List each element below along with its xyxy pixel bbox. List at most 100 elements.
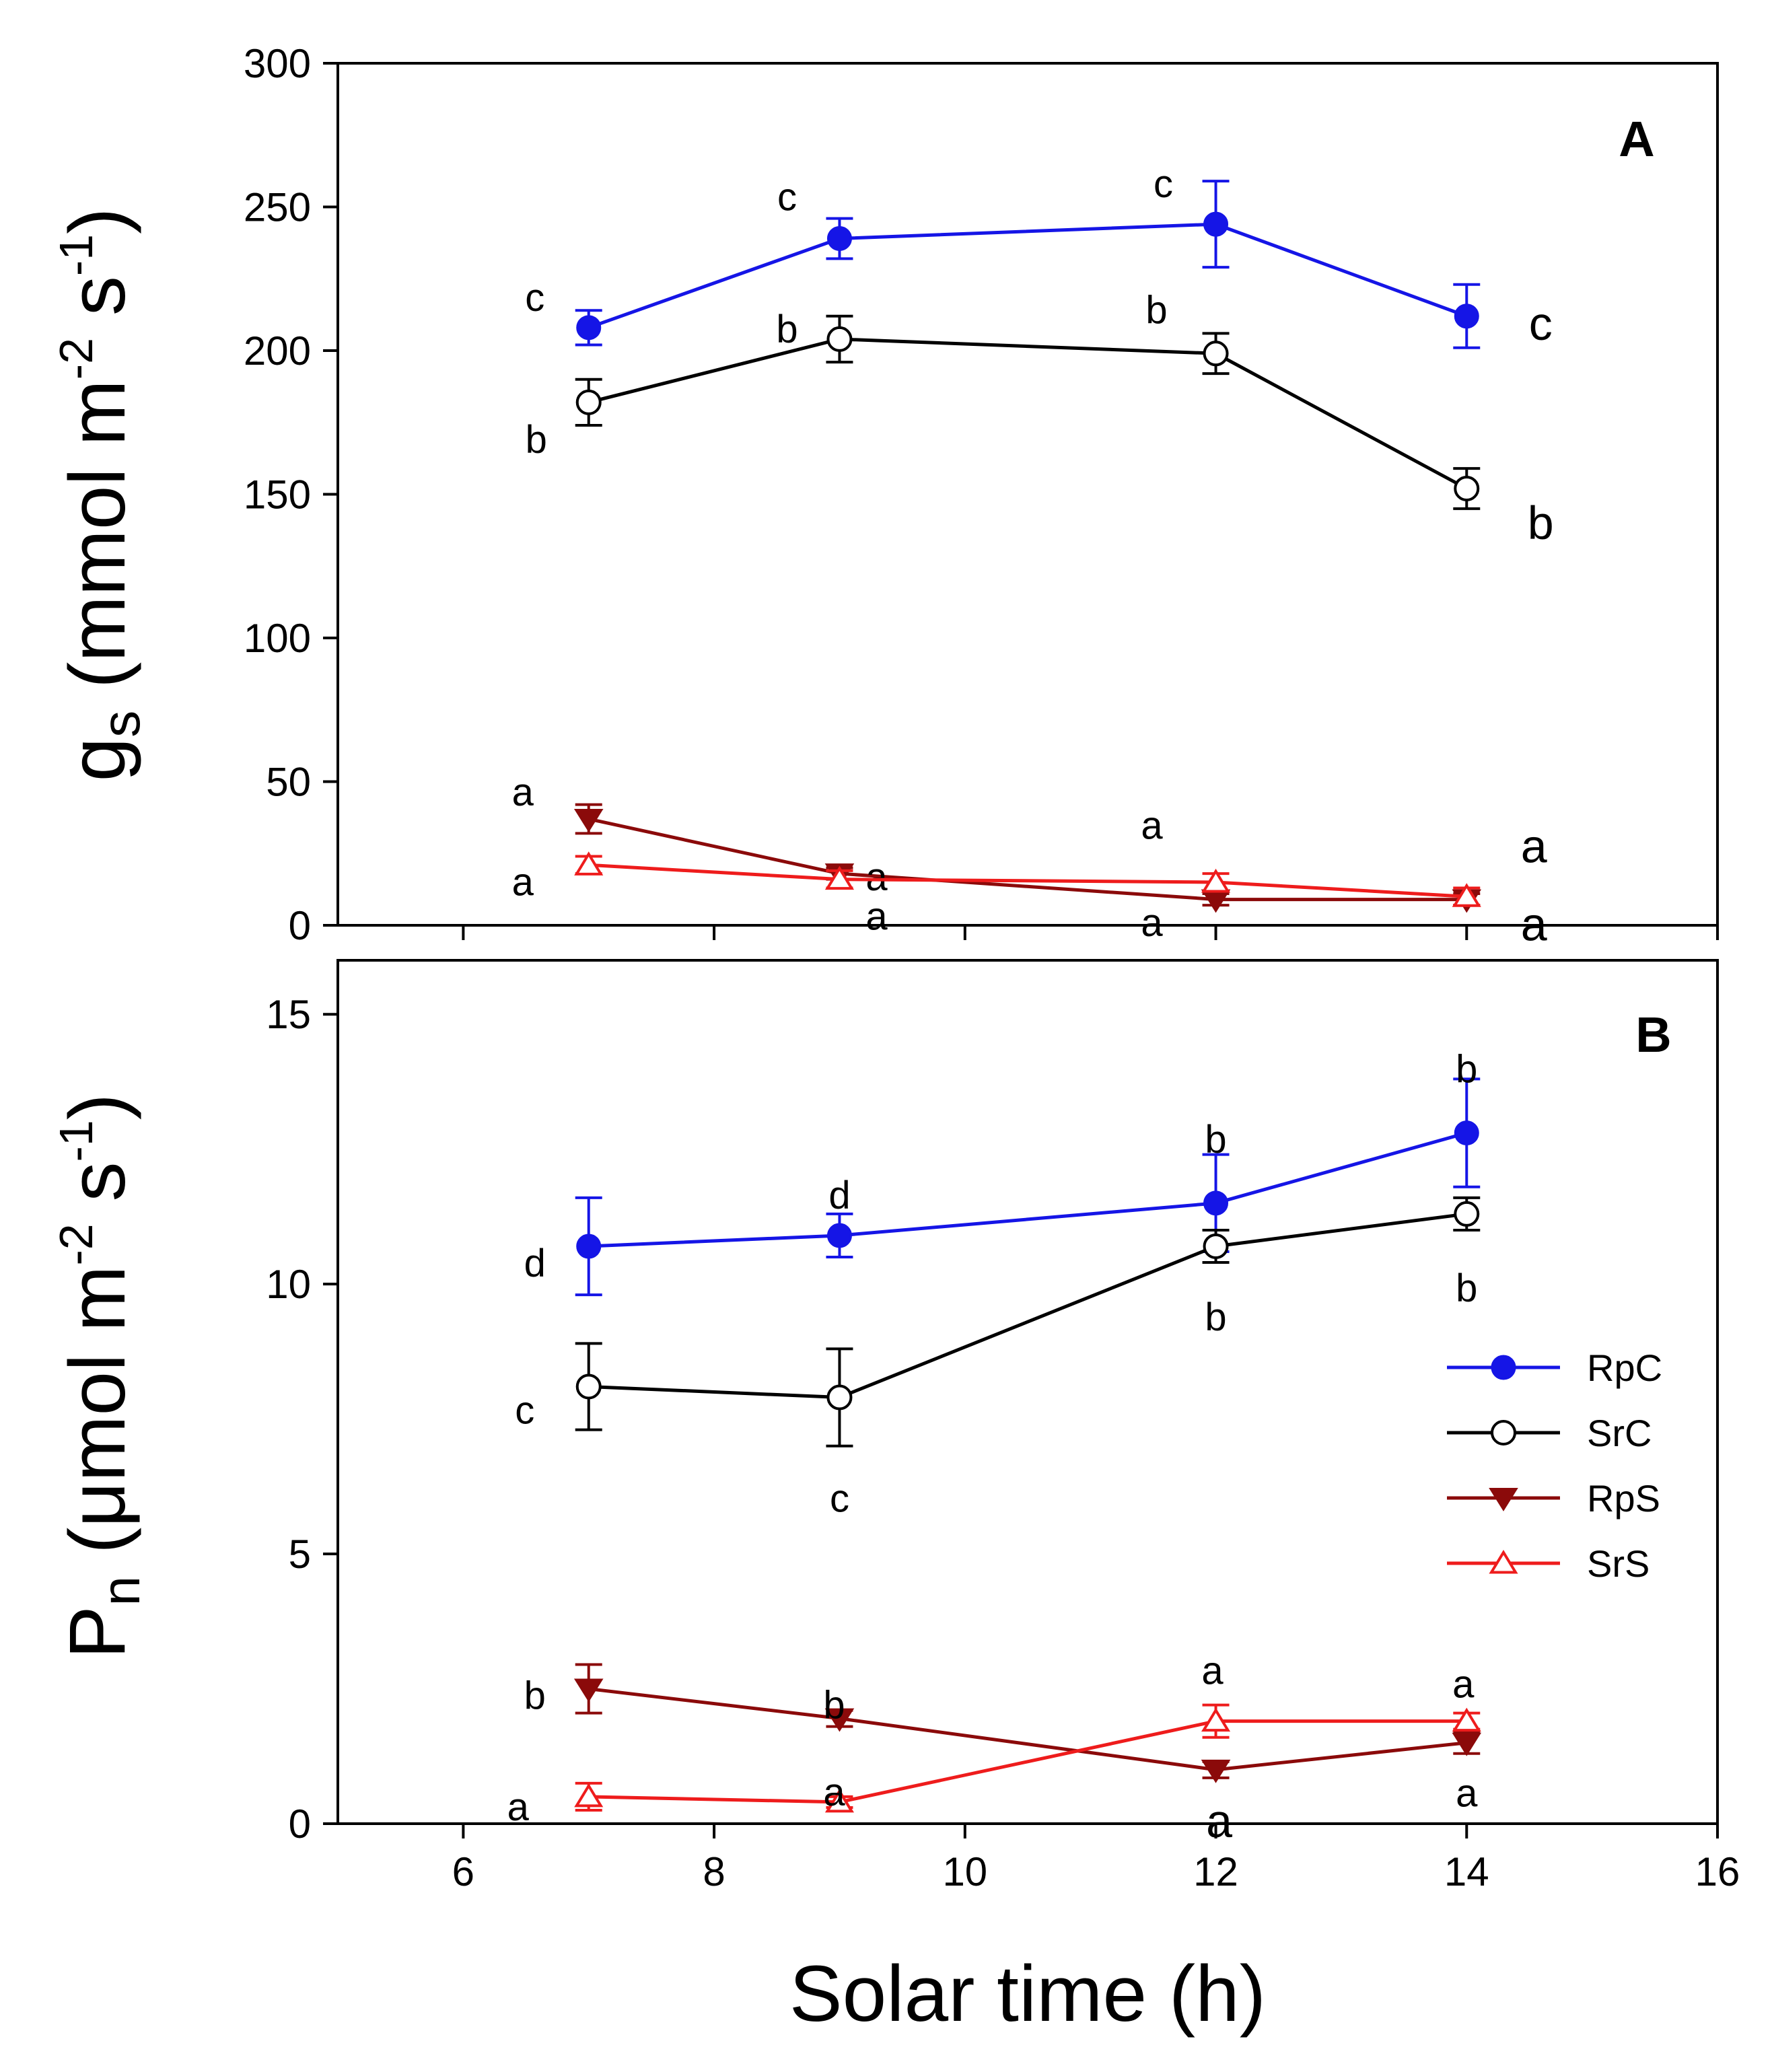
- panel-a-ylabel-sup2: -1: [50, 234, 102, 276]
- significance-letter: b: [823, 1684, 845, 1727]
- panel-a-ylabel-sub: s: [91, 711, 151, 738]
- significance-letter: a: [1521, 898, 1547, 950]
- legend-marker: [1491, 1355, 1516, 1380]
- significance-letter: a: [512, 771, 534, 814]
- significance-letter: a: [1521, 820, 1547, 873]
- significance-letter: b: [1205, 1295, 1226, 1339]
- data-point-SrC: [1454, 1201, 1480, 1227]
- significance-letter: b: [524, 1674, 546, 1718]
- panel-b-ylabel-sup2: -1: [50, 1120, 102, 1162]
- legend-item-RpC: RpC: [1447, 1347, 1662, 1389]
- panel-b-ylabel-rest: (μmol m: [53, 1266, 142, 1576]
- data-point-SrC: [826, 326, 853, 352]
- significance-letter: a: [512, 860, 534, 904]
- panel-b-ylabel-sup1: -2: [50, 1223, 102, 1265]
- data-point-SrS: [1201, 1707, 1231, 1732]
- series-line-RpS: [588, 817, 1467, 902]
- data-point-SrS: [1452, 883, 1481, 907]
- significance-letter: c: [1154, 162, 1173, 206]
- y-tick-label: 5: [289, 1532, 311, 1577]
- panel-a-ylabel-rest: (mmol m: [53, 380, 142, 711]
- y-tick-label: 200: [244, 328, 311, 373]
- x-tick-label: 10: [942, 1849, 987, 1894]
- data-point-SrS: [824, 1788, 855, 1813]
- data-point-RpC: [826, 225, 852, 251]
- legend-label: SrC: [1587, 1412, 1652, 1454]
- y-tick-label: 15: [266, 992, 311, 1037]
- legend-label: RpS: [1587, 1477, 1660, 1520]
- series-RpC: c c c c: [525, 162, 1553, 350]
- panel-b-y-axis: 0 5 10 15: [266, 992, 338, 1847]
- legend: RpC SrC RpS SrS: [1447, 1347, 1662, 1585]
- legend-marker: [1491, 1420, 1516, 1445]
- series-line-RpC: [588, 222, 1468, 330]
- data-point-RpC: [826, 1223, 852, 1248]
- significance-letter: b: [526, 418, 547, 462]
- panel-b-x-axis: 6 8 10 12 14 16: [452, 1824, 1740, 1894]
- panel-a-y-axis: 0 50 100 150 200 250 300: [244, 41, 338, 948]
- x-tick-label: 6: [452, 1849, 474, 1894]
- panel-b-ylabel-end: ): [53, 1094, 142, 1120]
- panel-a-ylabel-mid: s: [53, 276, 142, 338]
- y-tick-label: 150: [244, 472, 311, 517]
- series-SrS: a a a a: [507, 1649, 1481, 1829]
- panel-b-frame: [336, 959, 1719, 1825]
- significance-letter: d: [828, 1174, 850, 1217]
- significance-letter: b: [1205, 1118, 1226, 1162]
- x-axis-title: Solar time (h): [789, 1950, 1266, 2038]
- data-point-RpS: [1201, 1759, 1231, 1783]
- panel-b-ylabel: Pn (μmol m-2 s-1): [50, 1094, 151, 1659]
- series-line-SrS: [588, 863, 1467, 898]
- significance-letter: c: [525, 276, 544, 320]
- legend-marker: [1489, 1488, 1518, 1511]
- series-RpS: b b a a: [524, 1663, 1482, 1847]
- y-tick-label: 50: [266, 760, 311, 805]
- legend-label: SrS: [1587, 1542, 1650, 1585]
- data-point-SrS: [824, 865, 855, 890]
- data-point-RpC: [1203, 211, 1229, 237]
- significance-letter: a: [1452, 1663, 1475, 1707]
- significance-letter: a: [1141, 804, 1163, 848]
- panel-a-ylabel-sup1: -2: [50, 338, 102, 380]
- panel-a-ylabel-end: ): [53, 208, 142, 234]
- significance-letter: c: [777, 175, 797, 219]
- data-point-SrC: [1454, 475, 1480, 501]
- panel-a-label: A: [1619, 111, 1654, 167]
- panel-a-frame: [336, 62, 1719, 927]
- data-point-SrS: [574, 1783, 604, 1808]
- y-tick-label: 0: [289, 903, 311, 948]
- significance-letter: a: [823, 1771, 845, 1814]
- significance-letter: a: [1141, 901, 1163, 945]
- data-point-SrC: [826, 1384, 853, 1410]
- legend-item-RpS: RpS: [1447, 1477, 1660, 1520]
- y-tick-label: 0: [289, 1801, 311, 1847]
- significance-letter: a: [1201, 1649, 1224, 1693]
- significance-letter: a: [1456, 1772, 1478, 1816]
- significance-letter: c: [830, 1477, 849, 1521]
- series-RpS: a a a a: [512, 771, 1547, 913]
- data-point-SrC: [575, 389, 602, 415]
- y-tick-label: 250: [244, 185, 311, 230]
- legend-label: RpC: [1587, 1347, 1662, 1389]
- data-point-RpS: [824, 1708, 855, 1732]
- x-tick-label: 12: [1193, 1849, 1238, 1894]
- significance-letter: b: [1528, 497, 1554, 549]
- legend-marker: [1489, 1549, 1518, 1574]
- series-line-SrS: [588, 1719, 1467, 1804]
- data-point-RpC: [1454, 303, 1479, 329]
- data-point-RpC: [576, 1234, 602, 1259]
- x-tick-label: 14: [1444, 1849, 1489, 1894]
- panel-a-ylabel-main: g: [53, 738, 142, 782]
- data-point-RpC: [1454, 1120, 1479, 1146]
- panel-a-ylabel: gs (mmol m-2 s-1): [50, 208, 151, 782]
- series-line-RpS: [588, 1687, 1467, 1772]
- panel-b-plot-area: d d b b c c b b b b a a a a a a: [507, 1048, 1482, 1847]
- panel-b-ylabel-sub: n: [91, 1576, 151, 1606]
- significance-letter: c: [515, 1388, 534, 1432]
- significance-letter: a: [507, 1785, 530, 1829]
- x-tick-label: 8: [703, 1849, 725, 1894]
- series-line-SrC: [588, 1212, 1467, 1400]
